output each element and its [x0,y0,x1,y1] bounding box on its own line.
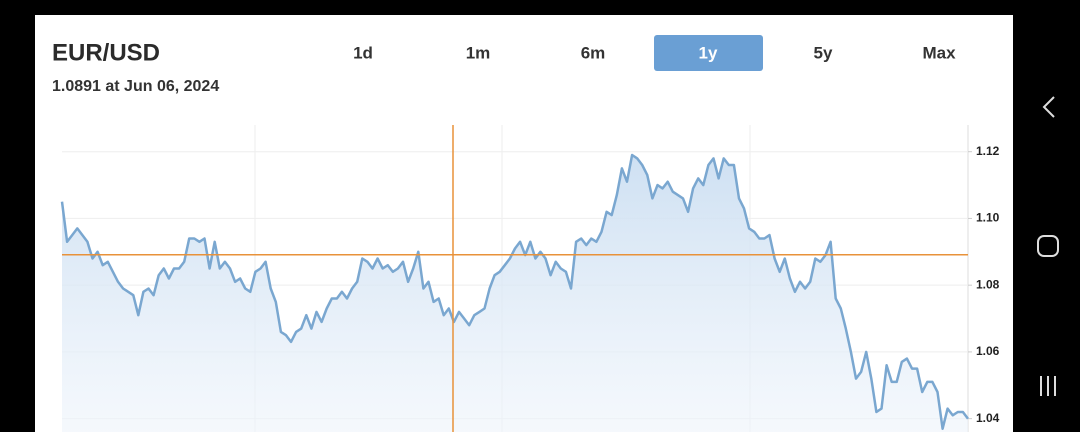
tab-label[interactable]: Max [922,43,956,62]
home-button[interactable] [1037,235,1059,257]
tab-label[interactable]: 5y [814,43,833,62]
range-tabs: 1d 1m 6m 1y 5y Max [353,35,956,71]
recents-button[interactable] [1040,376,1056,396]
subtitle: 1.0891 at Jun 06, 2024 [52,78,219,95]
area-fill [62,155,968,432]
y-tick-label: 1.10 [976,211,1000,225]
nav-bar [1037,96,1059,396]
tab-label[interactable]: 6m [581,43,606,62]
tab-selected-bg[interactable] [654,35,763,71]
y-tick-label: 1.04 [976,411,1000,425]
price-line [60,153,969,430]
tab-label[interactable]: 1y [699,43,718,62]
y-tick-label: 1.12 [976,144,1000,158]
title: EUR/USD [52,39,160,66]
tab-label[interactable]: 1d [353,43,373,62]
y-tick-label: 1.08 [976,277,1000,291]
y-tick-label: 1.06 [976,344,1000,358]
plot: 1.04 1.06 1.08 1.10 1.12 [60,125,1000,432]
tab-label[interactable]: 1m [466,43,491,62]
back-button[interactable] [1042,96,1055,118]
